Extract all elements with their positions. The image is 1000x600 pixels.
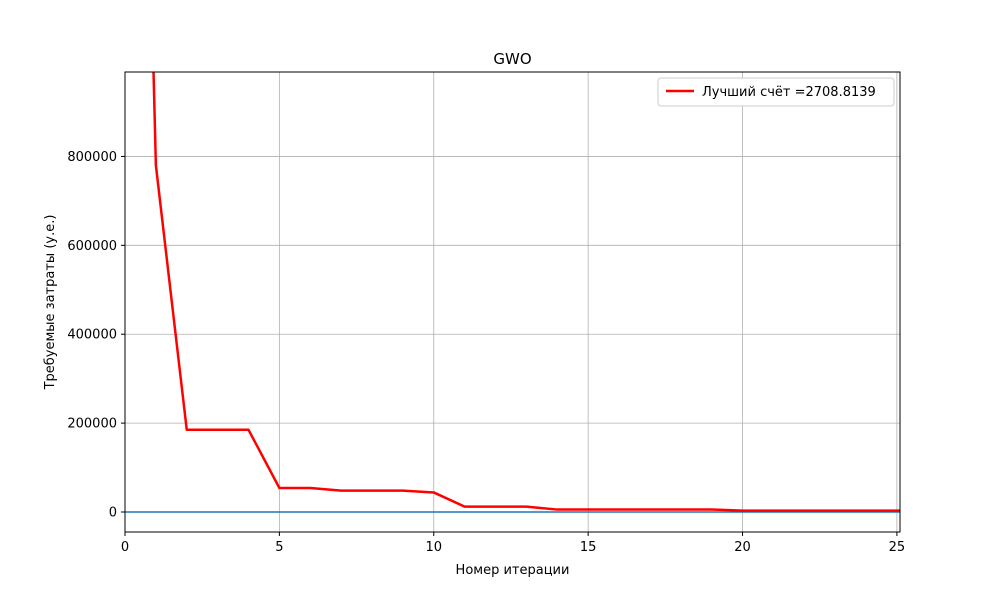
x-tick-label: 25 bbox=[889, 540, 906, 555]
axes-frame bbox=[124, 71, 901, 533]
legend-box bbox=[657, 77, 895, 107]
x-axis-label: Номер итерации bbox=[456, 563, 570, 578]
x-tick-label: 10 bbox=[425, 540, 442, 555]
y-axis-label: Требуемые затраты (у.е.) bbox=[43, 215, 58, 391]
x-tick-label: 0 bbox=[121, 540, 129, 555]
y-tick-label: 0 bbox=[109, 506, 117, 521]
x-tick-label: 15 bbox=[580, 540, 597, 555]
x-tick-label: 5 bbox=[275, 540, 283, 555]
ticks: 0 5 10 15 20 25 0 200000 400000 600000 800000 bbox=[67, 150, 905, 555]
x-tick-label: 20 bbox=[734, 540, 751, 555]
series-line bbox=[152, 72, 900, 512]
chart-title: GWO bbox=[493, 50, 531, 68]
y-tick-label: 400000 bbox=[67, 328, 117, 343]
y-tick-label: 200000 bbox=[67, 417, 117, 432]
plot-area bbox=[125, 72, 900, 513]
legend: Лучший счёт =2708.8139 bbox=[657, 77, 895, 107]
y-tick-label: 800000 bbox=[67, 150, 117, 165]
legend-label: Лучший счёт =2708.8139 bbox=[702, 85, 876, 100]
y-tick-label: 600000 bbox=[67, 239, 117, 254]
